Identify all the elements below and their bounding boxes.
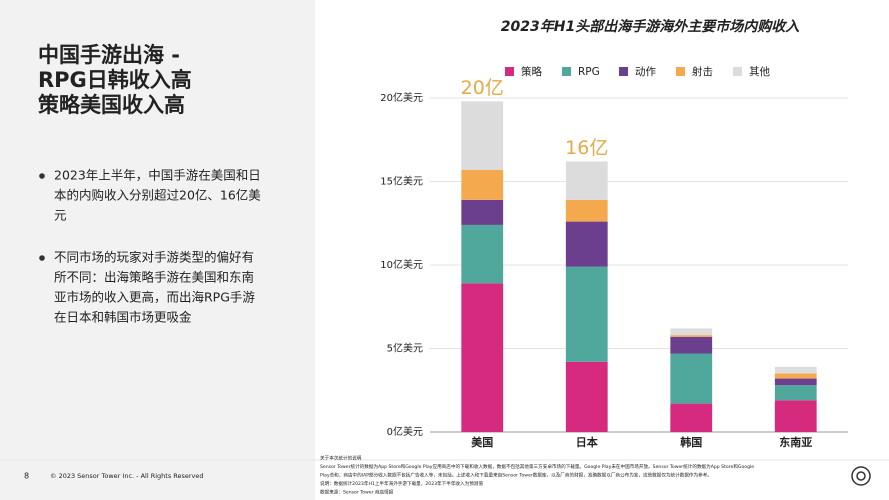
bar-segment — [461, 283, 504, 432]
bar-segment — [670, 335, 713, 337]
bar-segment — [670, 328, 713, 336]
bar-segment — [461, 101, 504, 170]
legend-swatch — [676, 67, 685, 76]
chart-title: 2023年H1头部出海手游海外主要市场内购收入 — [501, 18, 799, 35]
legend-label: 其他 — [749, 65, 770, 78]
legend-label: 射击 — [692, 65, 713, 78]
bullet-text: 所不同：出海策略手游在美国和东南 — [54, 270, 254, 285]
footer-logo — [851, 466, 871, 486]
bar-segment — [565, 361, 608, 432]
slide-title: 策略美国收入高 — [38, 93, 185, 117]
footnote: 数据来源：Sensor Tower 商店情报 — [320, 489, 394, 496]
bullet-text: 2023年上半年，中国手游在美国和日 — [54, 168, 261, 183]
bar-segment — [461, 224, 504, 284]
left-panel — [0, 0, 315, 500]
slide-title: RPG日韩收入高 — [38, 68, 192, 92]
bar-segment — [670, 336, 713, 354]
bar-segment — [565, 266, 608, 362]
bullet-text: 亚市场的收入更高，而出海RPG手游 — [54, 290, 255, 305]
x-tick-label: 日本 — [576, 435, 598, 449]
legend-swatch — [733, 67, 742, 76]
footnote: Play总和，商店中的IAP部分收入数据不包括广告收入等，未包括。上述收入和下载… — [320, 472, 712, 479]
bullet-text: 在日本和韩国市场更吸金 — [54, 310, 192, 325]
footnote: 关于本次统计的说明 — [320, 455, 362, 462]
y-tick-label: 5亿美元 — [387, 342, 423, 355]
copyright: © 2023 Sensor Tower Inc. - All Rights Re… — [50, 472, 204, 480]
bar-segment — [774, 400, 817, 432]
x-tick-label: 美国 — [471, 435, 493, 449]
bar-segment — [461, 169, 504, 200]
footnote: 说明：数据统计2023年H1上半年海外手游下载量，2023年下半年收入为预测值 — [320, 480, 483, 487]
bullet-text: 元 — [54, 208, 67, 223]
legend-swatch — [505, 67, 514, 76]
footnote: Sensor Tower统计的数据为App Store和Google Play应… — [320, 463, 754, 470]
legend-label: 策略 — [521, 65, 542, 78]
legend-label: 动作 — [635, 66, 656, 78]
bar-segment — [774, 385, 817, 401]
bullet-text: 不同市场的玩家对手游类型的偏好有 — [54, 250, 254, 265]
bullet-text: 本的内购收入分别超过20亿、16亿美 — [54, 188, 261, 203]
x-tick-label: 东南亚 — [779, 435, 812, 449]
bar-segment — [774, 378, 817, 386]
bar-segment — [565, 221, 608, 267]
bullet-dot — [39, 173, 45, 179]
y-tick-label: 10亿美元 — [380, 258, 423, 271]
x-tick-label: 韩国 — [680, 435, 702, 449]
bar-segment — [670, 353, 713, 404]
annotation: 20亿 — [461, 77, 504, 99]
logo-ring — [851, 466, 871, 486]
bar-segment — [670, 403, 713, 432]
bar-segment — [461, 199, 504, 225]
legend-label: RPG — [578, 66, 600, 78]
bar-segment — [565, 199, 608, 222]
legend-swatch — [619, 67, 628, 76]
page-number: 8 — [24, 472, 29, 481]
y-tick-label: 0亿美元 — [387, 425, 423, 438]
bar-segment — [774, 373, 817, 379]
bullet-dot — [39, 255, 45, 261]
bar-segment — [565, 161, 608, 200]
bar-segment — [774, 366, 817, 374]
annotation: 16亿 — [565, 137, 608, 159]
y-tick-label: 15亿美元 — [380, 175, 423, 188]
logo-core — [856, 471, 866, 481]
legend-swatch — [562, 67, 571, 76]
slide-title: 中国手游出海 - — [38, 43, 180, 67]
y-tick-label: 20亿美元 — [380, 91, 423, 104]
